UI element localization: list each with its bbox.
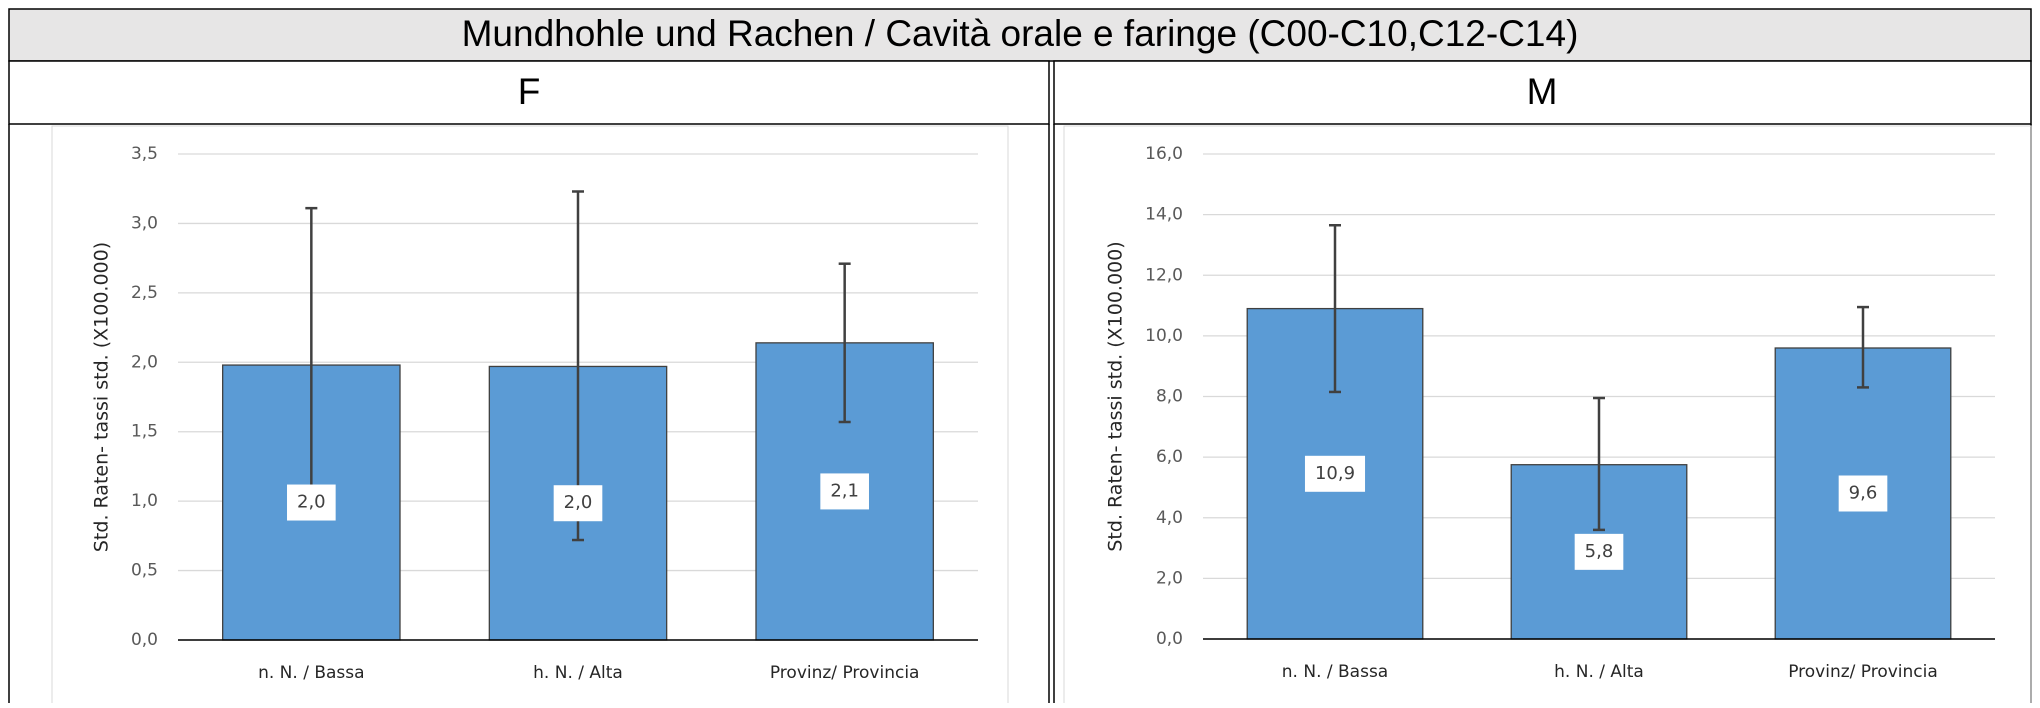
x-tick-label: h. N. / Alta <box>533 663 623 683</box>
y-tick-label: 6,0 <box>1156 447 1183 467</box>
y-tick-label: 0,0 <box>1156 629 1183 649</box>
y-tick-label: 10,0 <box>1145 326 1183 346</box>
x-tick-label: n. N. / Bassa <box>1282 662 1388 682</box>
y-tick-label: 4,0 <box>1156 508 1183 528</box>
value-label-box <box>1574 533 1624 570</box>
y-tick-label: 16,0 <box>1145 144 1183 164</box>
y-tick-label: 0,5 <box>131 561 158 581</box>
y-tick-label: 2,0 <box>131 352 158 372</box>
value-label-box <box>553 485 603 522</box>
x-tick-label: Provinz/ Provincia <box>770 663 920 683</box>
x-tick-label: h. N. / Alta <box>1554 662 1644 682</box>
y-tick-label: 3,5 <box>131 144 158 164</box>
value-label: 2,1 <box>830 480 859 501</box>
page-title: Mundhohle und Rachen / Cavità orale e fa… <box>462 13 1579 54</box>
value-label: 10,9 <box>1315 463 1355 484</box>
y-tick-label: 2,5 <box>131 283 158 303</box>
value-label: 5,8 <box>1585 541 1614 562</box>
header-cell <box>8 60 1050 125</box>
y-tick-label: 1,0 <box>131 491 158 511</box>
value-label: 2,0 <box>297 492 326 513</box>
x-tick-label: n. N. / Bassa <box>258 663 364 683</box>
y-tick-label: 3,0 <box>131 213 158 233</box>
value-label-box <box>1838 475 1888 512</box>
value-label: 9,6 <box>1849 483 1878 504</box>
value-label: 2,0 <box>564 492 593 513</box>
value-label-box <box>820 473 869 510</box>
value-label-box <box>1304 455 1366 492</box>
y-axis-label: Std. Raten- tassi std. (X100.000) <box>1105 241 1127 551</box>
header-cell <box>1053 60 2032 125</box>
panel-title: F <box>518 71 541 112</box>
panel-title: M <box>1527 71 1558 112</box>
y-tick-label: 12,0 <box>1145 265 1183 285</box>
y-tick-label: 2,0 <box>1156 568 1183 588</box>
y-axis-label: Std. Raten- tassi std. (X100.000) <box>91 242 113 552</box>
value-label-box <box>287 484 336 521</box>
y-tick-label: 0,0 <box>131 630 158 650</box>
y-tick-label: 8,0 <box>1156 387 1183 407</box>
y-tick-label: 14,0 <box>1145 205 1183 225</box>
title-row <box>8 8 2032 62</box>
x-tick-label: Provinz/ Provincia <box>1788 662 1938 682</box>
y-tick-label: 1,5 <box>131 422 158 442</box>
